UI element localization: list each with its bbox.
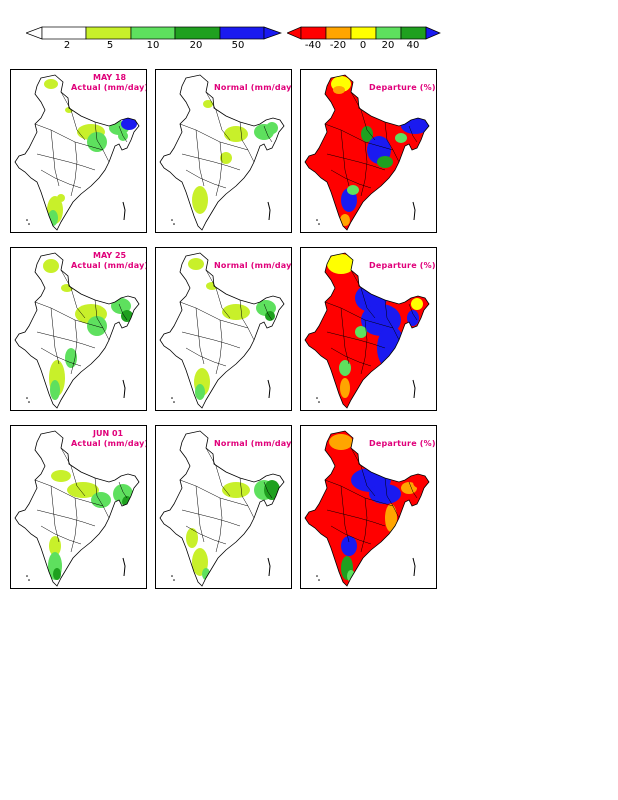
rainfall-tick-label: 5 [106, 40, 114, 51]
map-panel-normal-row-3: Normal (mm/day) [155, 425, 292, 589]
rainfall-colorbar [26, 26, 282, 40]
map-panel-actual-row-2: MAY 25 Actual (mm/day) [10, 247, 147, 411]
departure-colorbar [287, 26, 441, 40]
map-panel-actual-row-1: MAY 18 Actual (mm/day) [10, 69, 147, 233]
map-title-actual: Actual (mm/day) [71, 83, 147, 92]
map-title-departure: Departure (%) [369, 439, 436, 448]
rainfall-tick-label: 20 [189, 40, 203, 51]
map-panel-departure-row-2: Departure (%) [300, 247, 437, 411]
map-title-normal: Normal (mm/day) [214, 83, 292, 92]
departure-tick-label: -40 [304, 40, 322, 51]
map-panel-departure-row-3: Departure (%) [300, 425, 437, 589]
rainfall-tick-label: 10 [146, 40, 160, 51]
departure-tick-label: -20 [329, 40, 347, 51]
map-title-actual: Actual (mm/day) [71, 439, 147, 448]
map-title-departure: Departure (%) [369, 83, 436, 92]
map-panel-normal-row-1: Normal (mm/day) [155, 69, 292, 233]
departure-tick-label: 20 [381, 40, 395, 51]
map-panel-departure-row-1: Departure (%) [300, 69, 437, 233]
map-panel-normal-row-2: Normal (mm/day) [155, 247, 292, 411]
map-title-departure: Departure (%) [369, 261, 436, 270]
map-date-label: MAY 18 [93, 73, 127, 82]
map-title-actual: Actual (mm/day) [71, 261, 147, 270]
map-panel-actual-row-3: JUN 01 Actual (mm/day) [10, 425, 147, 589]
map-date-label: MAY 25 [93, 251, 127, 260]
map-title-normal: Normal (mm/day) [214, 439, 292, 448]
map-title-normal: Normal (mm/day) [214, 261, 292, 270]
departure-tick-label: 0 [359, 40, 367, 51]
rainfall-tick-label: 50 [231, 40, 245, 51]
departure-tick-label: 40 [406, 40, 420, 51]
rainfall-tick-label: 2 [63, 40, 71, 51]
map-date-label: JUN 01 [93, 429, 124, 438]
